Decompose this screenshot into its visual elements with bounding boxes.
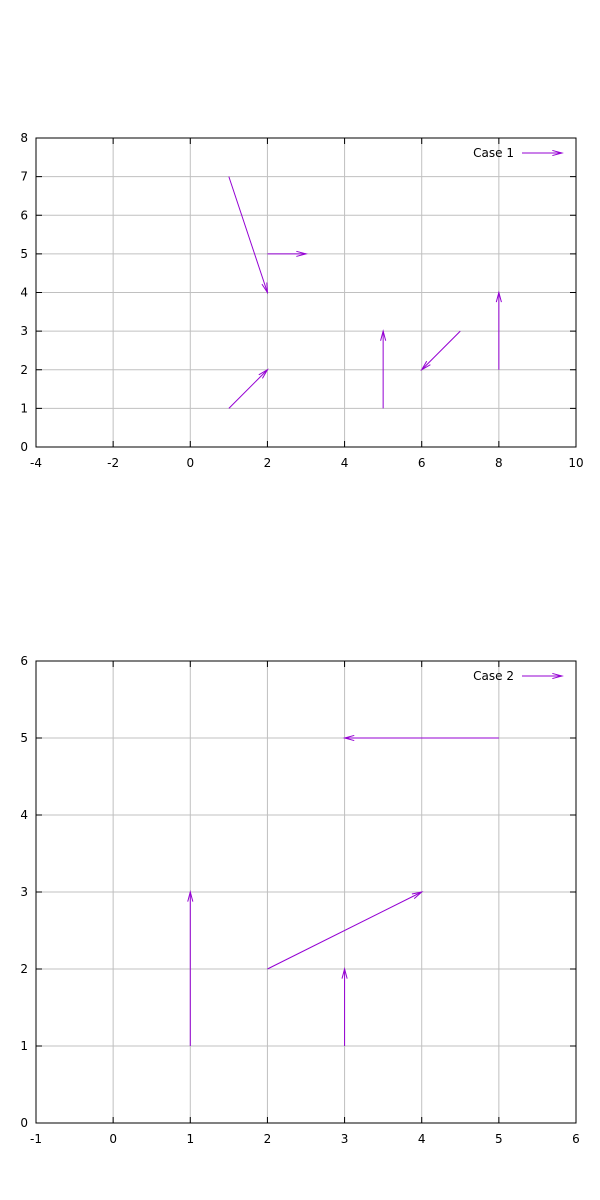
vector-head — [258, 368, 269, 379]
vector-head — [495, 290, 502, 303]
chart-case-1: -4 -2 0 2 4 6 8 10 0 1 2 3 4 5 6 7 8 Case 1 — [20, 131, 583, 470]
x-tick-label: 3 — [341, 1132, 349, 1146]
vector-head — [296, 250, 308, 257]
vector-shaft — [228, 369, 268, 409]
y-tick-label: 8 — [20, 131, 28, 145]
x-tick-label: 6 — [572, 1132, 580, 1146]
y-tick-label: 2 — [20, 962, 28, 976]
y-tick-label: 7 — [20, 170, 28, 184]
vector-head — [342, 734, 355, 742]
vector-shaft — [228, 176, 268, 293]
legend: Case 1 — [473, 146, 564, 160]
vector-arrow — [267, 250, 308, 257]
x-tick-label: 1 — [186, 1132, 194, 1146]
vector-arrow — [228, 176, 269, 295]
x-tick-label: -1 — [30, 1132, 42, 1146]
legend-label: Case 1 — [473, 146, 514, 160]
vector-arrow — [342, 734, 499, 742]
legend: Case 2 — [473, 669, 564, 683]
x-tick-label: 5 — [495, 1132, 503, 1146]
x-tick-label: 0 — [186, 456, 194, 470]
y-tick-label: 6 — [20, 208, 28, 222]
x-tick-label: 10 — [568, 456, 583, 470]
y-tick-label: 1 — [20, 401, 28, 415]
y-tick-label: 6 — [20, 654, 28, 668]
vector-shaft — [421, 330, 461, 371]
y-tick-label: 2 — [20, 363, 28, 377]
legend-label: Case 2 — [473, 669, 514, 683]
vector-head — [261, 282, 269, 295]
x-tick-label: 2 — [264, 1132, 272, 1146]
x-tick-label: 0 — [109, 1132, 117, 1146]
y-tick-label: 0 — [20, 440, 28, 454]
vector-arrow — [341, 967, 348, 1046]
vector-arrow — [380, 329, 387, 409]
x-tick-label: 2 — [264, 456, 272, 470]
vector-arrow — [495, 290, 502, 370]
vector-shaft — [267, 891, 422, 970]
x-tick-label: 8 — [495, 456, 503, 470]
vector-head — [341, 967, 348, 979]
vector-head — [420, 360, 431, 372]
y-tick-label: 4 — [20, 286, 28, 300]
vector-head — [380, 329, 387, 341]
legend-swatch-head — [552, 672, 564, 680]
x-tick-label: -4 — [30, 456, 42, 470]
vector-arrow — [228, 368, 269, 409]
vector-arrow — [187, 890, 194, 1046]
vector-head — [411, 891, 424, 899]
y-tick-label: 5 — [20, 731, 28, 745]
y-tick-label: 5 — [20, 247, 28, 261]
x-tick-label: 6 — [418, 456, 426, 470]
x-tick-label: 4 — [418, 1132, 426, 1146]
y-tick-label: 3 — [20, 885, 28, 899]
vector-arrow — [267, 891, 424, 970]
y-tick-label: 3 — [20, 324, 28, 338]
vector-head — [187, 890, 194, 902]
y-tick-label: 0 — [20, 1116, 28, 1130]
y-tick-label: 4 — [20, 808, 28, 822]
x-tick-label: 4 — [341, 456, 349, 470]
x-tick-label: -2 — [107, 456, 119, 470]
y-tick-label: 1 — [20, 1039, 28, 1053]
vector-arrow — [420, 330, 461, 372]
legend-swatch-head — [552, 149, 564, 157]
